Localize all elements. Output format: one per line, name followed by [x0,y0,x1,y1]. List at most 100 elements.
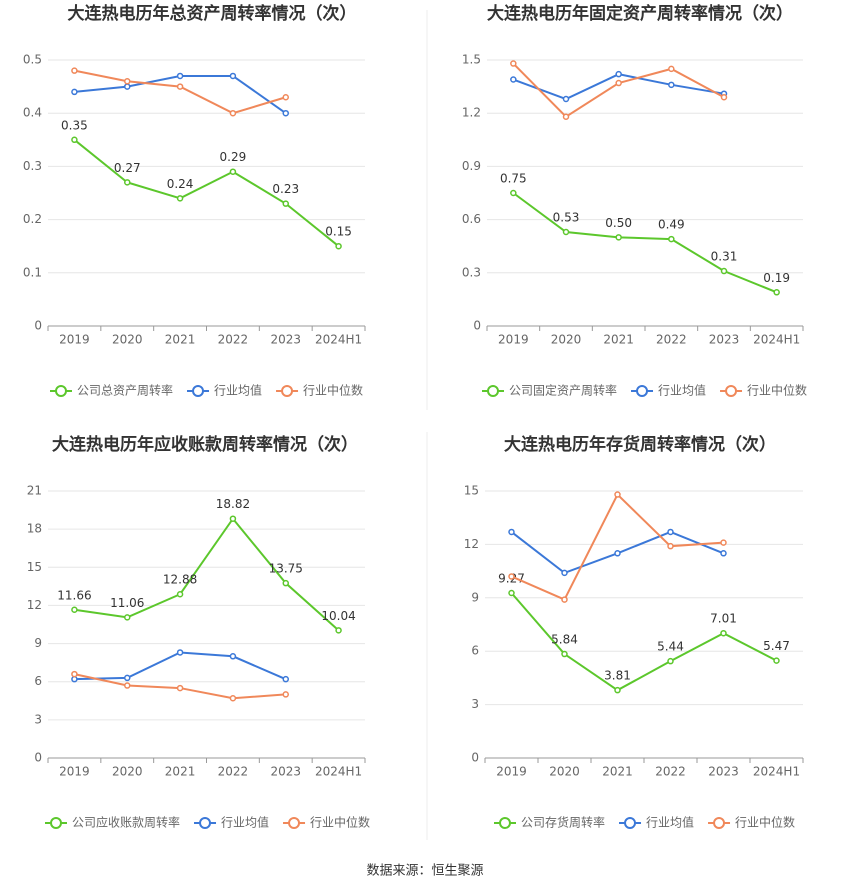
data-point [176,83,184,90]
chart-panel: 大连热电历年总资产周转率情况（次） 0 0.1 0.2 0.3 0.4 0.5 2019 202… [23,3,366,398]
data-label: 18.82 [216,497,250,511]
data-point [71,670,78,678]
chart-panel: 大连热电历年存货周转率情况（次） 0 3 6 9 12 15 2019 2020 2021 2022… [464,434,804,830]
data-point [282,93,289,101]
y-tick-label: 9 [34,636,42,650]
legend-swatch [636,385,649,397]
legend-label: 公司应收账款周转率 [72,815,180,830]
series-line [74,651,287,681]
data-point [614,491,621,498]
data-point [282,691,289,698]
y-tick-label: 0 [34,319,42,333]
data-point [773,657,780,664]
y-tick-label: 0 [34,751,42,765]
legend-label: 公司总资产周转率 [77,383,173,398]
y-tick-label: 3 [34,712,42,726]
y-tick-label: 0.3 [462,265,481,279]
x-tick-label: 2024H1 [753,333,800,347]
legend-swatch [192,385,205,397]
data-point [282,109,289,117]
x-tick-label: 2021 [603,333,634,347]
x-tick-label: 2022 [218,765,249,779]
legend-swatch [487,385,499,397]
x-tick-label: 2020 [112,333,143,347]
data-point [176,590,184,598]
y-tick-label: 1.2 [462,106,481,120]
chart-title: 大连热电历年应收账款周转率情况（次） [52,434,358,455]
data-point [124,179,131,186]
y-tick-label: 0.2 [23,212,42,226]
x-tick-label: 2023 [270,765,301,779]
data-label: 0.75 [500,172,527,186]
series-line [512,192,778,294]
data-point [561,650,568,658]
legend-label: 行业均值 [214,383,262,398]
series-line [511,492,724,601]
y-tick-label: 1.5 [462,53,481,67]
data-label: 0.15 [325,225,352,239]
x-tick-label: 2021 [165,333,196,347]
data-point [615,79,622,87]
data-label: 0.24 [167,177,194,191]
data-point [176,195,184,202]
y-tick-label: 9 [471,590,479,604]
data-label: 7.01 [710,612,737,626]
data-point [614,686,621,694]
data-label: 10.04 [321,609,355,623]
x-tick-label: 2024H1 [315,333,362,347]
data-point [668,65,675,73]
x-tick-label: 2020 [551,333,582,347]
data-point [124,83,131,90]
chart-panel: 大连热电历年固定资产周转率情况（次） 0 0.3 0.6 0.9 1.2 1.5 2019 20… [462,3,807,398]
legend-label: 行业均值 [646,815,694,830]
x-tick-label: 2023 [708,765,739,779]
data-point [720,550,727,557]
data-point [668,235,675,243]
x-tick-label: 2019 [496,765,527,779]
data-label: 3.81 [604,669,631,683]
data-point [508,589,515,597]
data-label: 0.53 [553,211,580,225]
y-tick-label: 21 [27,484,42,498]
x-tick-label: 2024H1 [753,765,800,779]
data-point [335,242,342,250]
data-point [508,573,515,580]
data-point [71,136,78,144]
y-tick-label: 0.1 [23,265,42,279]
data-label: 5.44 [657,640,684,654]
y-tick-label: 18 [27,522,42,536]
data-point [282,579,289,587]
data-point [71,675,78,683]
y-tick-label: 0 [471,751,479,765]
data-point [615,234,622,241]
legend-swatch [499,817,511,829]
y-tick-label: 6 [471,644,479,658]
legend-label: 行业均值 [221,815,269,830]
legend-label: 公司存货周转率 [521,815,605,830]
data-point [667,657,674,665]
data-point [176,72,184,80]
data-point [508,528,515,536]
x-tick-label: 2021 [165,765,196,779]
legend-swatch [288,817,301,829]
data-label: 11.66 [57,588,91,602]
data-point [229,72,237,80]
series-line [74,517,340,632]
data-point [124,674,131,682]
chart-panel: 大连热电历年应收账款周转率情况（次） 0 3 6 9 12 15 18 21 2019 2020 20… [27,434,370,830]
data-point [282,675,289,683]
data-point [667,528,674,536]
data-point [124,682,131,689]
x-tick-label: 2020 [112,765,143,779]
y-tick-label: 0.5 [23,53,42,67]
chart-title: 大连热电历年固定资产周转率情况（次） [487,3,793,24]
y-tick-label: 6 [34,674,42,688]
data-point [561,596,568,603]
y-tick-label: 0.4 [23,106,42,120]
data-point [667,542,674,550]
data-point [229,109,237,117]
data-label: 0.23 [272,182,299,196]
legend-label: 行业中位数 [303,383,363,398]
data-point [229,653,237,660]
